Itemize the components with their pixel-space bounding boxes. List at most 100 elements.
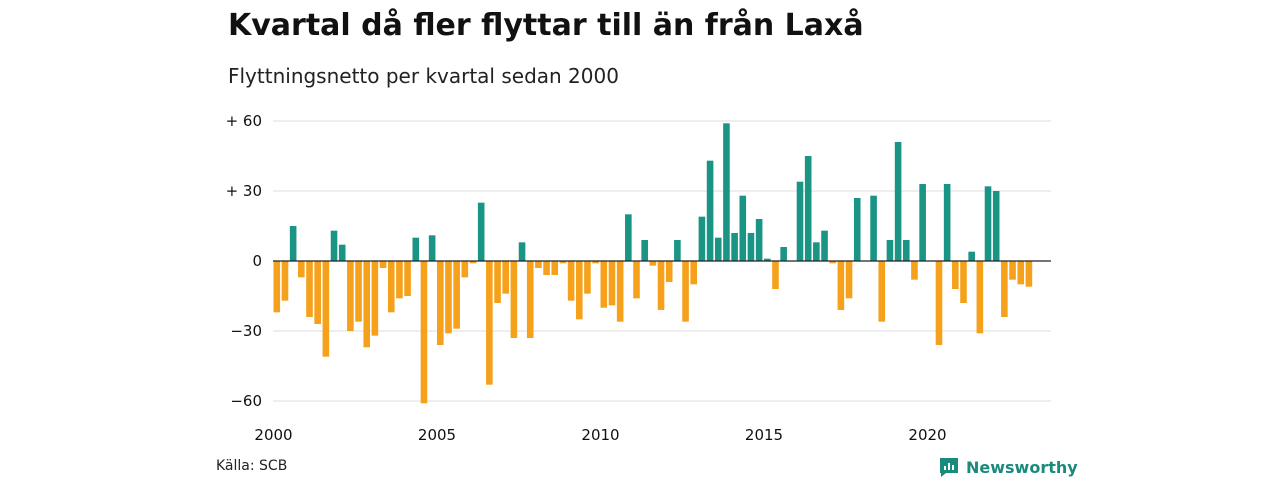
- bar: [420, 261, 428, 404]
- bar: [919, 184, 926, 261]
- bar: [886, 240, 894, 261]
- chart-subtitle: Flyttningsnetto per kvartal sedan 2000: [228, 64, 619, 88]
- bar: [739, 195, 747, 261]
- bar: [902, 240, 910, 261]
- y-tick-label: + 30: [226, 182, 262, 200]
- bar: [772, 261, 779, 289]
- bar: [469, 261, 477, 264]
- x-tick-label: 2000: [254, 426, 292, 444]
- bar: [821, 230, 828, 261]
- bars: [273, 123, 1033, 404]
- source-label: Källa: SCB: [216, 458, 288, 474]
- bar: [723, 123, 730, 261]
- bar: [314, 261, 321, 324]
- x-tick-label: 2005: [418, 426, 456, 444]
- bar: [477, 202, 485, 261]
- bar: [387, 261, 395, 313]
- bar: [804, 156, 812, 261]
- bar: [298, 261, 305, 278]
- bar: [453, 261, 460, 329]
- bar: [968, 251, 975, 261]
- x-tick-label: 2015: [745, 426, 783, 444]
- bar: [535, 261, 542, 268]
- bar: [551, 261, 559, 275]
- bar: [510, 261, 518, 338]
- bar: [992, 191, 1000, 261]
- y-tick-label: −60: [230, 392, 262, 410]
- chart-title: Kvartal då fler flyttar till än från Lax…: [228, 8, 864, 43]
- bar: [559, 261, 567, 264]
- bar: [633, 261, 640, 299]
- bar: [870, 195, 877, 261]
- bar: [330, 230, 338, 261]
- newsworthy-logo[interactable]: Newsworthy: [938, 456, 1078, 478]
- bar: [706, 160, 714, 261]
- bar: [347, 261, 354, 331]
- bar: [641, 240, 648, 261]
- y-tick-label: −30: [230, 322, 262, 340]
- brand-name: Newsworthy: [966, 457, 1078, 477]
- bar: [755, 219, 763, 261]
- bar: [894, 142, 902, 261]
- bar: [878, 261, 886, 322]
- bar: [494, 261, 501, 303]
- x-tick-label: 2020: [908, 426, 946, 444]
- bar: [502, 261, 509, 294]
- bar: [567, 261, 575, 301]
- bar: [396, 261, 403, 299]
- bar: [445, 261, 452, 334]
- bar: [657, 261, 665, 310]
- bar: [404, 261, 411, 296]
- bar: [674, 240, 681, 261]
- bar: [486, 261, 493, 385]
- bar: [289, 226, 297, 261]
- bar: [608, 261, 616, 306]
- y-tick-label: 0: [252, 252, 262, 270]
- bar: [461, 261, 469, 278]
- bar: [853, 198, 861, 261]
- bar: [526, 261, 534, 338]
- bar: [273, 261, 281, 313]
- bar: [649, 261, 657, 266]
- bar: [845, 261, 853, 299]
- bar: [813, 242, 820, 261]
- bar: [518, 242, 526, 261]
- bar: [1017, 261, 1025, 285]
- bar: [281, 261, 289, 301]
- bar: [682, 261, 689, 322]
- bar: [1009, 261, 1016, 280]
- bar: [796, 181, 804, 261]
- bar: [600, 261, 608, 308]
- bar: [960, 261, 967, 303]
- bar: [625, 214, 632, 261]
- bar: [976, 261, 984, 334]
- bar: [584, 261, 591, 294]
- bar: [984, 186, 992, 261]
- bar: [412, 237, 420, 261]
- bar: [952, 261, 959, 289]
- bar: [747, 233, 755, 261]
- newsworthy-logo-icon: [940, 458, 958, 477]
- bar: [764, 258, 771, 261]
- bar: [665, 261, 673, 282]
- y-tick-label: + 60: [226, 112, 262, 130]
- bar: [690, 261, 698, 285]
- bar: [371, 261, 379, 336]
- bar: [363, 261, 371, 348]
- bar: [943, 184, 951, 261]
- bar: [731, 233, 738, 261]
- bar: [1025, 261, 1033, 287]
- bar: [592, 261, 599, 264]
- bar: [437, 261, 444, 345]
- bar: [338, 244, 346, 261]
- bar: [616, 261, 624, 322]
- bar: [428, 235, 436, 261]
- bar: [379, 261, 387, 268]
- x-tick-label: 2010: [581, 426, 619, 444]
- bar: [698, 216, 706, 261]
- bar: [837, 261, 845, 310]
- bar: [322, 261, 330, 357]
- y-axis-ticks: + 60 + 30 0 −30 −60: [226, 112, 262, 410]
- x-axis-ticks: 2000 2005 2010 2015 2020: [254, 426, 946, 444]
